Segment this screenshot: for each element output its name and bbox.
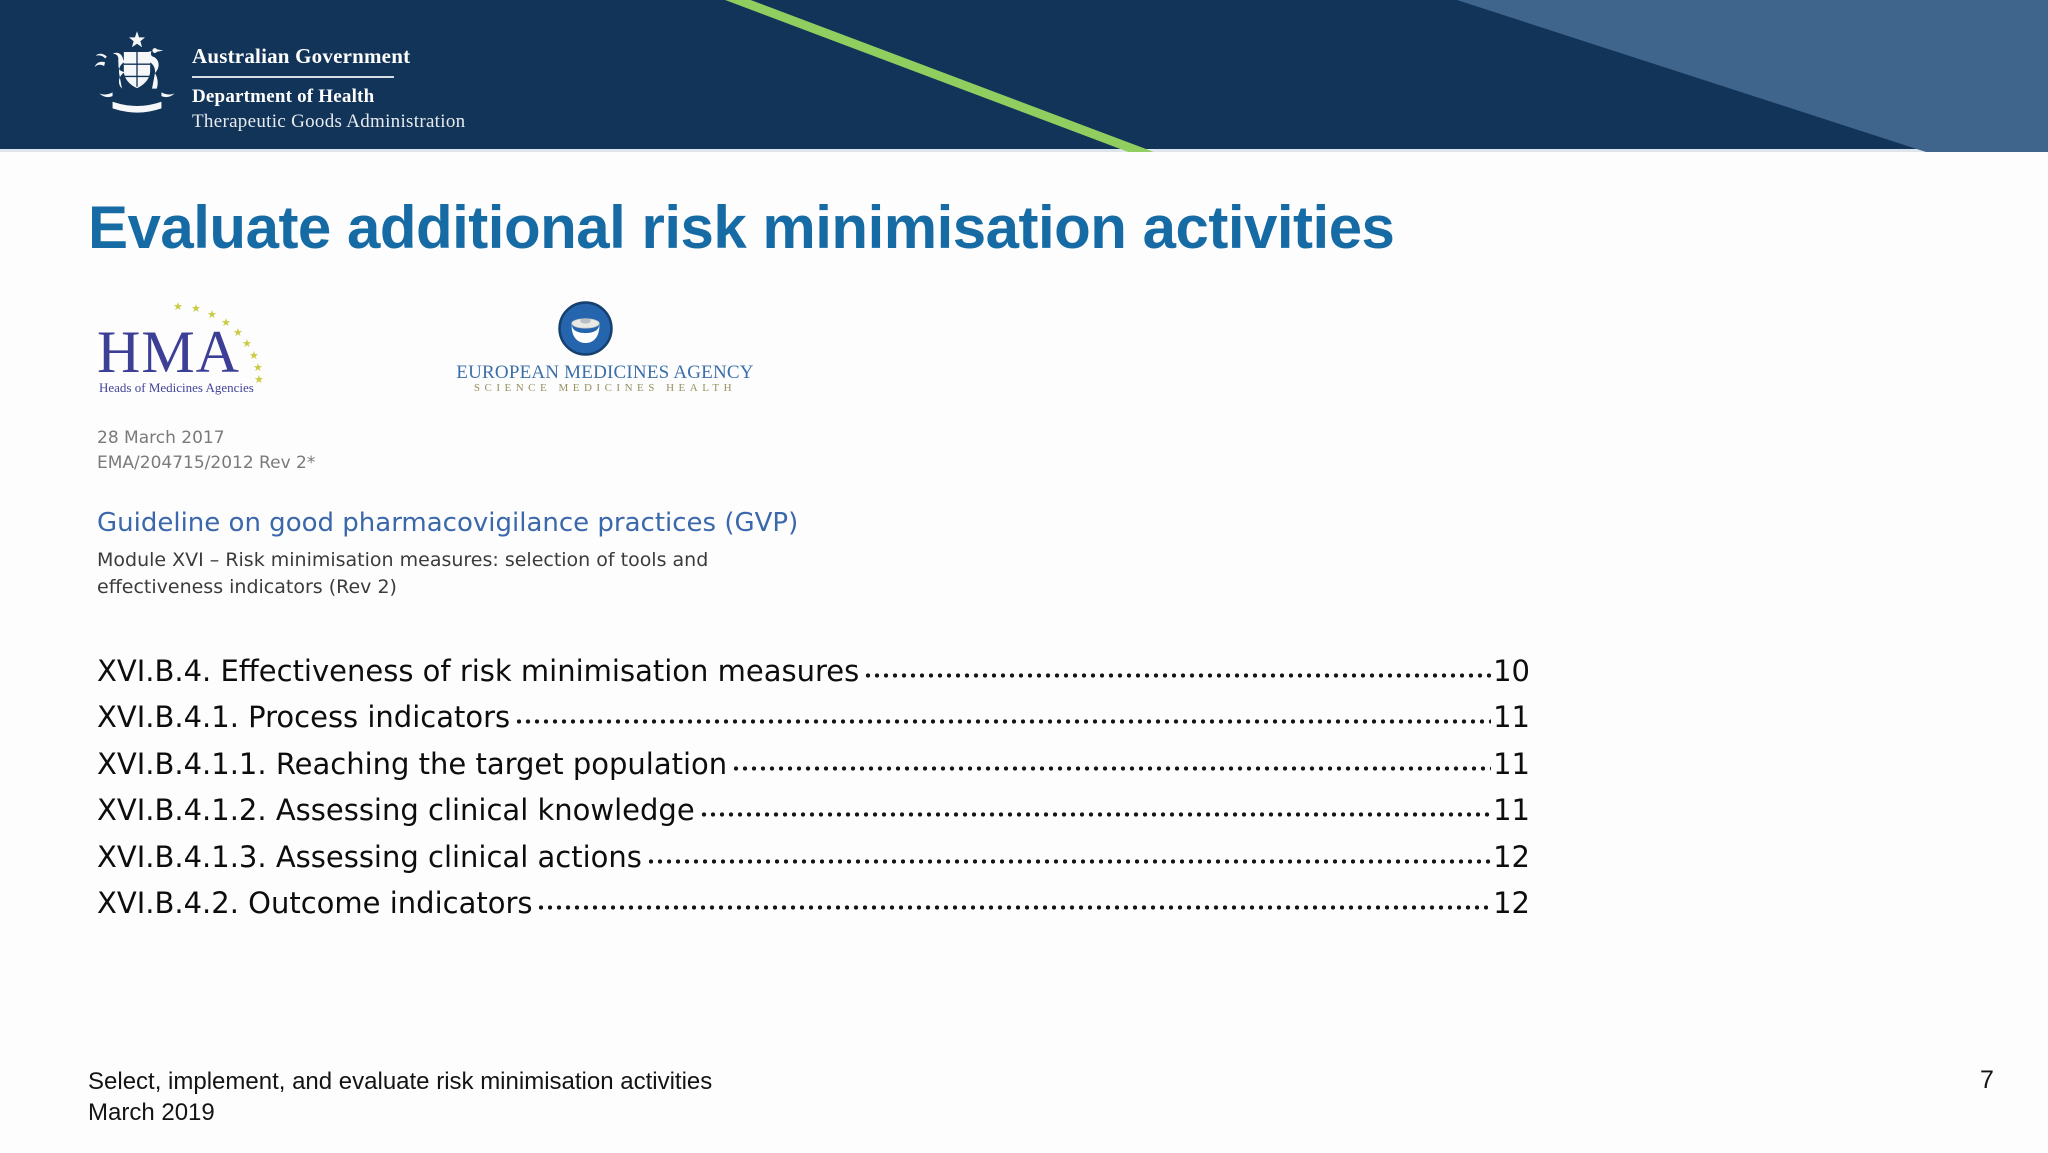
hma-star-icon: ★ <box>207 309 217 321</box>
government-identity-block: Australian Government Department of Heal… <box>192 44 465 133</box>
table-of-contents: XVI.B.4. Effectiveness of risk minimisat… <box>97 641 1530 921</box>
hma-acronym: HMA <box>97 319 241 385</box>
guideline-module-line1: Module XVI – Risk minimisation measures:… <box>97 549 709 571</box>
hma-star-icon: ★ <box>173 301 183 313</box>
toc-entry-label: XVI.B.4.1.3. Assessing clinical actions <box>97 839 642 874</box>
toc-dot-leader <box>647 857 1492 865</box>
australian-coat-of-arms-icon <box>94 31 175 113</box>
toc-entry-page: 11 <box>1493 793 1530 827</box>
toc-entry: XVI.B.4.1.2. Assessing clinical knowledg… <box>97 781 1530 827</box>
hma-star-icon: ★ <box>242 338 252 350</box>
guideline-module: Module XVI – Risk minimisation measures:… <box>97 547 798 601</box>
hma-star-icon: ★ <box>253 362 263 374</box>
ema-name: EUROPEAN MEDICINES AGENCY <box>456 362 754 383</box>
government-divider <box>192 76 394 78</box>
toc-dot-leader <box>865 671 1492 679</box>
hma-tagline: Heads of Medicines Agencies <box>99 380 254 395</box>
document-date: 28 March 2017 <box>97 428 225 448</box>
toc-entry-label: XVI.B.4.1. Process indicators <box>97 700 511 734</box>
toc-entry-label: XVI.B.4.1.1. Reaching the target populat… <box>97 746 728 781</box>
hma-star-icon: ★ <box>249 350 259 362</box>
guideline-title: Guideline on good pharmacovigilance prac… <box>97 508 799 538</box>
page-number: 7 <box>1980 1066 1994 1094</box>
toc-entry-page: 11 <box>1493 700 1530 734</box>
document-reference: EMA/204715/2012 Rev 2* <box>97 453 316 473</box>
toc-entry: XVI.B.4.1.1. Reaching the target populat… <box>97 734 1530 781</box>
document-meta: 28 March 2017 EMA/204715/2012 Rev 2* <box>97 426 315 476</box>
hma-star-icon: ★ <box>221 317 231 329</box>
footer-line1: Select, implement, and evaluate risk min… <box>88 1068 713 1095</box>
footer-line2: March 2019 <box>88 1099 215 1126</box>
ema-logo: EUROPEAN MEDICINES AGENCY SCIENCE MEDICI… <box>455 300 755 400</box>
toc-entry-page: 12 <box>1493 886 1530 920</box>
toc-dot-leader <box>733 764 1492 772</box>
hma-star-icon: ★ <box>191 303 201 315</box>
toc-dot-leader <box>516 718 1492 725</box>
government-name: Australian Government <box>192 44 411 68</box>
hma-logo: ★ ★ ★ ★ ★ ★ ★ ★ ★ HMA Heads of Medicines… <box>95 298 275 398</box>
toc-entry: XVI.B.4. Effectiveness of risk minimisat… <box>97 641 1530 688</box>
toc-dot-leader <box>538 904 1492 911</box>
toc-entry-page: 11 <box>1493 746 1530 781</box>
header-light-triangle <box>1457 0 2048 152</box>
agency-name: Therapeutic Goods Administration <box>192 110 466 132</box>
toc-entry: XVI.B.4.1. Process indicators 11 <box>97 688 1530 734</box>
hma-star-icon: ★ <box>233 327 243 339</box>
toc-entry: XVI.B.4.2. Outcome indicators 12 <box>97 874 1530 920</box>
header-band: Australian Government Department of Heal… <box>0 0 2048 152</box>
ema-tagline: SCIENCE MEDICINES HEALTH <box>473 382 737 394</box>
toc-entry-page: 12 <box>1493 839 1530 874</box>
toc-entry: XVI.B.4.1.3. Assessing clinical actions … <box>97 827 1530 874</box>
toc-entry-label: XVI.B.4.1.2. Assessing clinical knowledg… <box>97 793 695 827</box>
page-title: Evaluate additional risk minimisation ac… <box>88 194 1395 261</box>
footer-text-block: Select, implement, and evaluate risk min… <box>88 1066 712 1128</box>
guideline-heading-block: Guideline on good pharmacovigilance prac… <box>97 508 798 601</box>
hma-star-icon: ★ <box>254 374 264 386</box>
toc-dot-leader <box>700 811 1492 818</box>
toc-entry-label: XVI.B.4. Effectiveness of risk minimisat… <box>97 653 860 688</box>
guideline-module-line2: effectiveness indicators (Rev 2) <box>97 576 397 598</box>
ema-mortar-emblem-icon <box>558 301 613 356</box>
toc-entry-page: 10 <box>1493 653 1530 688</box>
toc-entry-label: XVI.B.4.2. Outcome indicators <box>97 886 533 920</box>
department-name: Department of Health <box>192 85 375 107</box>
header-decoration <box>725 0 2048 152</box>
green-accent-line <box>725 0 1154 152</box>
